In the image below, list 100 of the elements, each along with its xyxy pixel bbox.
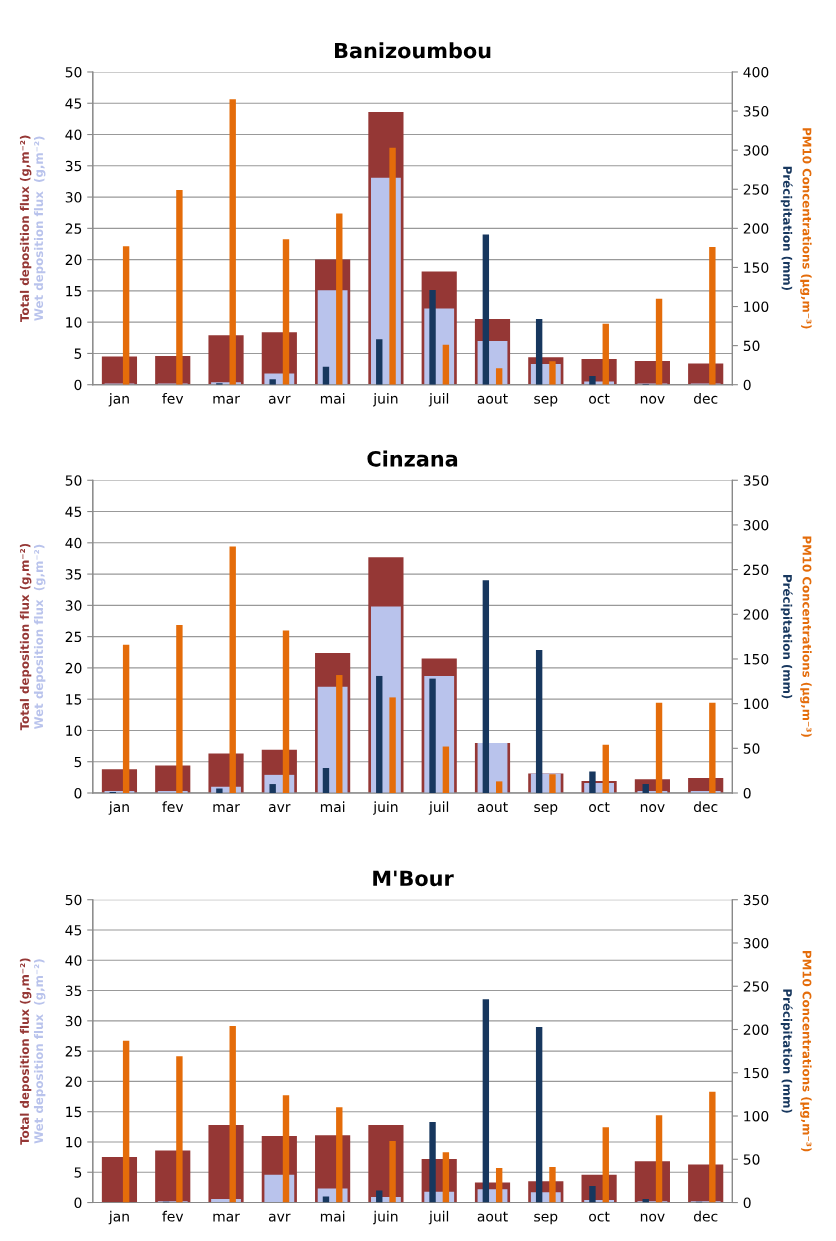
bar xyxy=(429,290,436,385)
y-tick-label: 20 xyxy=(65,254,82,266)
text: Précipitation (mm) xyxy=(780,989,793,1113)
bar xyxy=(535,319,543,385)
y2-tick-label: 0 xyxy=(743,787,751,799)
bar xyxy=(442,746,450,793)
x-tick-label: juin xyxy=(373,801,398,815)
y2-tick-label: 350 xyxy=(743,106,769,117)
y-tick-label: 10 xyxy=(66,1136,82,1148)
y-tick-label: 15 xyxy=(66,694,82,705)
bar xyxy=(482,999,490,1203)
y-tick-label: 5 xyxy=(74,1167,82,1178)
chart-title: Banizoumbou xyxy=(335,42,491,59)
bar xyxy=(655,702,663,793)
y2-tick-label: 50 xyxy=(743,743,760,754)
x-tick-label: mai xyxy=(320,393,345,404)
y2-tick-label: 300 xyxy=(743,937,769,949)
x-tick-label: nov xyxy=(640,804,665,813)
bar xyxy=(389,697,396,793)
y2-tick-label: 350 xyxy=(743,475,769,486)
x-tick-label: fev xyxy=(162,393,184,404)
bar xyxy=(655,298,663,385)
bar xyxy=(429,1122,436,1203)
text: Wet deposition flux (g,m⁻²) xyxy=(33,959,46,1144)
y-tick-label: 25 xyxy=(65,223,82,234)
x-tick-label: dec xyxy=(693,801,718,813)
x-tick-label: aout xyxy=(477,802,508,813)
y2-tick-label: 50 xyxy=(743,340,760,352)
x-tick-label: sep xyxy=(534,395,558,407)
bar xyxy=(389,1141,396,1203)
bar xyxy=(442,344,450,385)
y-tick-label: 15 xyxy=(66,1106,82,1118)
text: PM10 Concentrations (µg,m⁻³) xyxy=(800,128,812,329)
y2-tick-label: 250 xyxy=(743,981,769,992)
bar xyxy=(176,1056,183,1203)
bar xyxy=(589,376,596,385)
y-tick-label: 0 xyxy=(74,1197,82,1208)
y2-tick-label: 50 xyxy=(743,1154,760,1165)
y-tick-label: 35 xyxy=(65,985,82,997)
x-tick-label: sep xyxy=(534,804,558,815)
text: Précipitation (mm) xyxy=(780,575,793,699)
bar xyxy=(549,774,556,793)
x-tick-label: juin xyxy=(373,393,398,407)
y-tick-label: 25 xyxy=(65,1046,82,1057)
bar xyxy=(495,368,503,385)
x-tick-label: mar xyxy=(213,395,240,404)
bar xyxy=(709,1091,716,1203)
y2-tick-label: 300 xyxy=(743,519,769,531)
bar xyxy=(229,1026,236,1203)
y-tick-label: 50 xyxy=(65,66,82,78)
bar xyxy=(282,1095,290,1203)
x-tick-label: jan xyxy=(108,1210,129,1225)
x-tick-label: nov xyxy=(640,1213,665,1222)
x-tick-label: mar xyxy=(213,804,240,813)
bar xyxy=(549,361,556,385)
x-tick-label: aout xyxy=(477,1211,508,1222)
bar xyxy=(269,784,276,793)
x-tick-label: dec xyxy=(693,393,718,404)
y-tick-label: 35 xyxy=(65,569,82,580)
x-tick-label: mai xyxy=(320,1210,345,1222)
bar xyxy=(482,580,490,793)
text: Total deposition flux (g,m⁻²) xyxy=(19,958,32,1145)
bar xyxy=(216,788,223,793)
text: Wet deposition flux (g,m⁻²) xyxy=(33,544,46,730)
y-tick-label: 50 xyxy=(65,475,82,486)
bar xyxy=(322,1196,330,1203)
x-tick-label: oct xyxy=(589,1211,610,1222)
y2-tick-label: 400 xyxy=(743,66,769,78)
y2-tick-label: 0 xyxy=(743,379,751,391)
text: Précipitation (mm) xyxy=(780,166,793,290)
y-tick-label: 30 xyxy=(65,1015,82,1027)
x-tick-label: avr xyxy=(268,804,291,813)
y-tick-label: 15 xyxy=(66,286,82,297)
bar xyxy=(122,1040,130,1203)
bar xyxy=(549,1167,556,1203)
x-tick-label: avr xyxy=(268,395,291,404)
bar xyxy=(176,625,183,793)
y-tick-label: 0 xyxy=(74,787,82,799)
bar xyxy=(336,675,343,793)
bar xyxy=(642,784,649,793)
bar xyxy=(282,239,290,385)
x-tick-label: sep xyxy=(534,1213,558,1225)
y2-tick-label: 350 xyxy=(743,894,769,906)
bar xyxy=(376,675,383,793)
chart-title: M'Bour xyxy=(373,870,454,887)
x-tick-label: oct xyxy=(589,393,610,404)
y-tick-label: 30 xyxy=(65,192,82,203)
y-tick-label: 40 xyxy=(65,129,82,140)
bar xyxy=(602,323,609,385)
y2-tick-label: 200 xyxy=(743,609,769,620)
x-tick-label: nov xyxy=(640,395,665,404)
x-tick-label: mai xyxy=(320,801,345,813)
x-tick-label: aout xyxy=(477,393,508,404)
bar xyxy=(589,771,596,793)
y-tick-label: 45 xyxy=(65,506,82,518)
bar xyxy=(709,247,716,385)
bar xyxy=(122,246,130,385)
bar xyxy=(336,1107,343,1203)
bar xyxy=(482,234,490,385)
y-tick-label: 5 xyxy=(74,756,82,768)
